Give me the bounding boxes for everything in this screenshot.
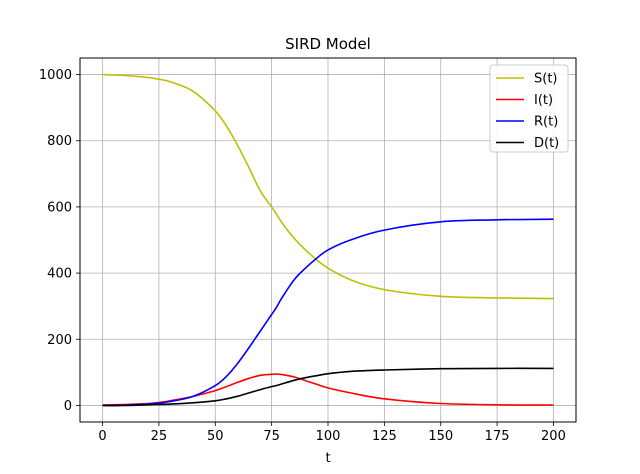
x-tick-label: 25 [151, 429, 168, 444]
x-tick-label: 0 [98, 429, 106, 444]
y-tick-label: 0 [64, 399, 72, 414]
x-axis-title: t [325, 451, 330, 466]
x-tick-label: 200 [541, 429, 566, 444]
legend: S(t) I(t) R(t) D(t) [489, 64, 569, 153]
series-line-d [102, 367, 554, 407]
x-tick-label: 125 [372, 429, 397, 444]
y-tick-label: 600 [47, 200, 72, 215]
y-tick-label: 200 [47, 333, 72, 348]
x-tick-label: 75 [263, 429, 280, 444]
x-tick-label: 150 [428, 429, 453, 444]
legend-label: S(t) [534, 72, 558, 87]
x-tick-label: 100 [316, 429, 341, 444]
legend-box [489, 64, 569, 153]
chart-title: SIRD Model [285, 35, 371, 53]
legend-label: I(t) [534, 93, 553, 108]
x-axis: 0 25 50 75 100 125 150 175 200 [98, 422, 566, 444]
series-line-r [102, 218, 554, 407]
series-line-s [102, 73, 554, 300]
x-tick-label: 50 [207, 429, 224, 444]
series-lines [102, 73, 554, 407]
legend-label: R(t) [534, 115, 558, 130]
y-tick-label: 400 [47, 267, 72, 282]
y-tick-label: 800 [47, 134, 72, 149]
x-tick-label: 175 [485, 429, 510, 444]
y-axis: 0 200 400 600 800 1000 [39, 68, 80, 414]
legend-label: D(t) [534, 136, 559, 151]
y-tick-label: 1000 [39, 68, 72, 83]
